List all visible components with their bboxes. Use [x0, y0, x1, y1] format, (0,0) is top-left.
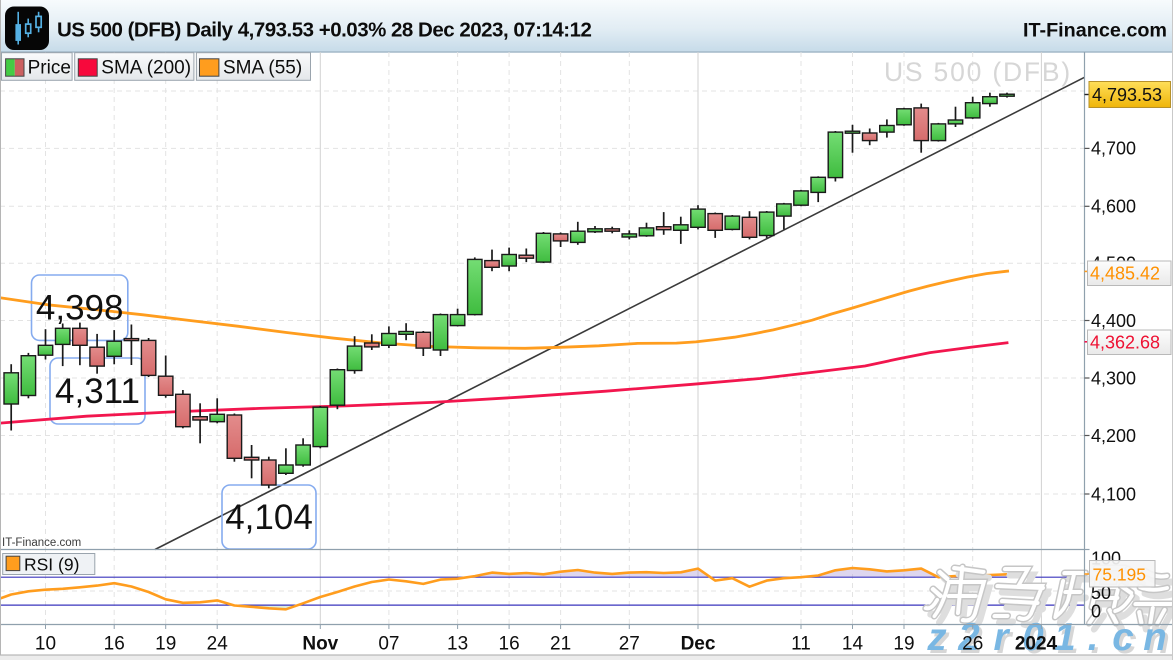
svg-text:4,100: 4,100	[1091, 484, 1136, 504]
svg-text:Dec: Dec	[681, 634, 716, 655]
svg-text:0: 0	[1025, 619, 1047, 660]
svg-text:z: z	[926, 616, 946, 659]
svg-text:US 500 (DFB): US 500 (DFB)	[884, 57, 1072, 87]
svg-text:2: 2	[960, 619, 983, 660]
svg-text:r: r	[997, 619, 1014, 660]
svg-text:07: 07	[378, 634, 399, 655]
svg-text:RSI (9): RSI (9)	[24, 555, 79, 575]
svg-text:11: 11	[791, 634, 811, 655]
svg-text:n: n	[1146, 619, 1170, 660]
svg-text:4,793.53: 4,793.53	[1092, 85, 1162, 105]
svg-text:21: 21	[550, 634, 571, 655]
svg-text:1: 1	[1057, 619, 1078, 660]
svg-text:4,485.42: 4,485.42	[1090, 263, 1160, 283]
svg-text:4,300: 4,300	[1091, 368, 1136, 388]
svg-text:z: z	[929, 619, 949, 660]
svg-text:4,398: 4,398	[36, 289, 124, 328]
svg-text:SMA (55): SMA (55)	[223, 58, 302, 79]
svg-text:0: 0	[1091, 601, 1101, 621]
svg-text:n: n	[1143, 616, 1167, 659]
svg-text:4,104: 4,104	[225, 498, 313, 537]
svg-text:4,400: 4,400	[1091, 311, 1136, 331]
svg-text:19: 19	[893, 634, 914, 655]
svg-text:75.195: 75.195	[1093, 564, 1147, 584]
svg-text:2: 2	[957, 616, 980, 659]
svg-text:Nov: Nov	[302, 634, 338, 655]
svg-text:19: 19	[155, 634, 176, 655]
svg-text:50: 50	[1091, 583, 1111, 603]
svg-text:c: c	[1112, 616, 1133, 659]
svg-text:27: 27	[619, 634, 640, 655]
svg-text:14: 14	[842, 634, 864, 655]
svg-text:1: 1	[1054, 616, 1075, 659]
svg-text:US 500 (DFB) Daily 4,793.53 +0: US 500 (DFB) Daily 4,793.53 +0.03% 28 De…	[57, 19, 591, 42]
svg-text:.: .	[1091, 619, 1102, 660]
svg-text:4,200: 4,200	[1091, 426, 1136, 446]
svg-text:.: .	[1088, 616, 1099, 659]
svg-text:4,362.68: 4,362.68	[1090, 332, 1160, 352]
svg-text:0: 0	[1022, 616, 1044, 659]
svg-text:r: r	[994, 616, 1011, 659]
svg-text:SMA (200): SMA (200)	[101, 58, 191, 79]
svg-text:4,311: 4,311	[55, 372, 140, 411]
svg-text:10: 10	[35, 634, 56, 655]
svg-text:24: 24	[207, 634, 229, 655]
svg-text:c: c	[1115, 619, 1136, 660]
svg-text:Price: Price	[28, 58, 71, 79]
svg-text:2024: 2024	[1015, 634, 1058, 655]
svg-text:13: 13	[447, 634, 468, 655]
svg-text:4,600: 4,600	[1091, 197, 1136, 217]
svg-text:26: 26	[962, 634, 983, 655]
svg-text:IT-Finance.com: IT-Finance.com	[2, 537, 81, 549]
svg-text:4,700: 4,700	[1091, 139, 1136, 159]
svg-text:16: 16	[104, 634, 125, 655]
svg-text:IT-Finance.com: IT-Finance.com	[1023, 20, 1167, 42]
svg-text:16: 16	[499, 634, 520, 655]
